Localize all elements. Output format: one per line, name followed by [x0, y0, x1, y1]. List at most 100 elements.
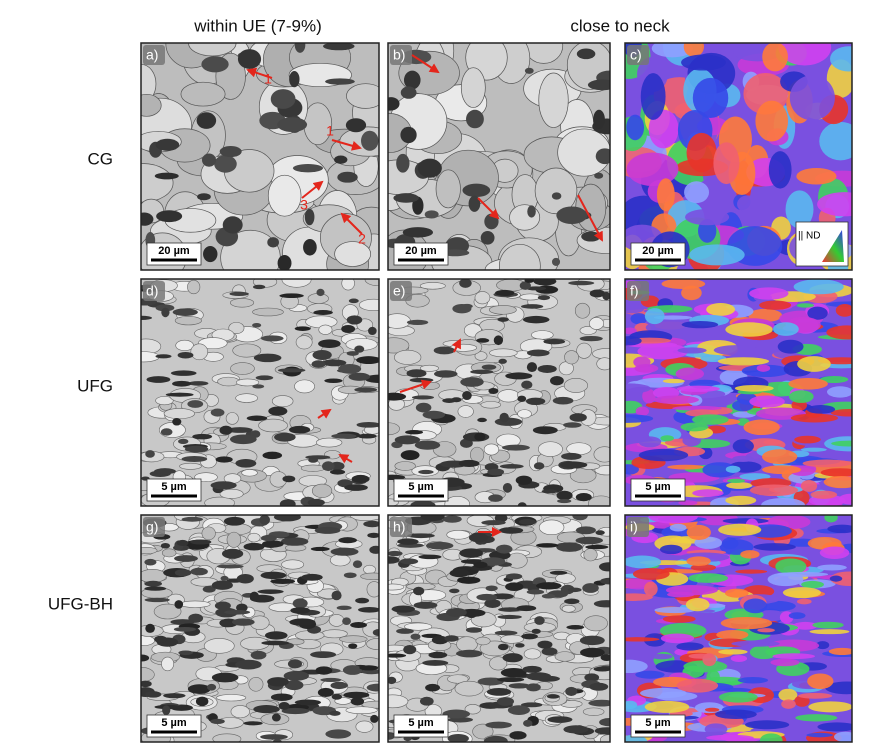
orientation-grain — [653, 395, 699, 405]
dark-phase — [216, 564, 244, 569]
dark-phase — [359, 665, 379, 671]
dark-phase — [589, 682, 609, 691]
orientation-grain — [817, 722, 852, 732]
dark-phase — [160, 428, 173, 436]
dark-phase — [235, 659, 262, 670]
grain — [456, 636, 478, 653]
panel-letter: f) — [630, 283, 639, 299]
orientation-grain — [762, 449, 798, 465]
dark-phase — [267, 237, 279, 248]
grain — [179, 462, 202, 470]
dark-phase — [330, 547, 359, 556]
dark-phase — [587, 79, 610, 91]
dark-phase — [509, 731, 527, 740]
orientation-grain — [802, 459, 852, 468]
orientation-grain — [725, 465, 741, 473]
dark-phase — [480, 231, 495, 245]
grain — [141, 351, 160, 363]
dark-phase — [582, 583, 599, 593]
orientation-grain — [651, 43, 694, 58]
orientation-grain — [722, 518, 769, 524]
orientation-grain — [669, 523, 687, 532]
dark-phase — [522, 315, 550, 324]
dark-phase — [270, 693, 293, 701]
orientation-grain — [808, 701, 852, 713]
dark-phase — [325, 729, 352, 739]
dark-phase — [262, 540, 284, 548]
orientation-grain — [686, 556, 711, 566]
dark-phase — [336, 605, 352, 611]
orientation-grain — [688, 573, 728, 583]
dark-phase — [391, 605, 415, 613]
orientation-grain — [762, 465, 802, 475]
grain — [358, 298, 379, 311]
dark-phase — [420, 515, 445, 522]
orientation-grain — [830, 46, 852, 72]
grain — [497, 389, 520, 403]
dark-phase — [551, 192, 562, 200]
dark-phase — [315, 666, 333, 675]
orientation-grain — [829, 575, 843, 582]
grain — [230, 705, 250, 719]
dark-phase — [210, 408, 225, 417]
grain — [141, 635, 155, 646]
grain — [554, 651, 575, 662]
grain — [474, 351, 488, 361]
dark-phase — [476, 593, 498, 601]
orientation-grain — [692, 414, 729, 425]
dark-phase — [229, 434, 257, 445]
orientation-grain — [681, 54, 726, 71]
dark-phase — [141, 654, 150, 662]
dark-phase — [271, 713, 281, 722]
grain — [300, 464, 326, 472]
dark-phase — [260, 571, 287, 580]
orientation-grain — [713, 345, 760, 356]
dark-phase — [405, 429, 424, 435]
grain — [141, 93, 162, 117]
grain — [523, 648, 542, 660]
grain — [470, 446, 485, 463]
dark-phase — [155, 138, 180, 151]
grain — [388, 694, 409, 709]
dark-phase — [221, 548, 244, 559]
orientation-grain — [770, 658, 800, 667]
dark-phase — [313, 309, 333, 316]
dark-phase — [195, 696, 209, 707]
dark-phase — [552, 396, 574, 405]
dark-phase — [600, 654, 610, 661]
dark-phase — [162, 705, 171, 716]
panel-letter: b) — [393, 47, 405, 63]
dark-phase — [252, 384, 265, 389]
dark-phase — [330, 681, 348, 690]
grain — [241, 469, 258, 477]
orientation-grain — [706, 302, 736, 316]
dark-phase — [488, 388, 499, 394]
micrograph — [388, 515, 610, 742]
grain — [394, 349, 422, 365]
orientation-grain — [662, 378, 685, 384]
dark-phase — [207, 683, 217, 691]
dark-phase — [520, 702, 543, 708]
dark-phase — [351, 474, 370, 483]
annotation-arrow — [246, 67, 273, 79]
dark-phase — [457, 576, 481, 584]
dark-phase — [568, 280, 595, 286]
orientation-grain — [732, 400, 754, 412]
grain — [366, 581, 379, 598]
dark-phase — [433, 346, 455, 355]
dark-phase — [278, 701, 290, 710]
dark-phase — [305, 455, 331, 460]
grain — [419, 282, 446, 290]
dark-phase — [414, 440, 441, 450]
grain — [153, 603, 182, 620]
grain — [472, 723, 494, 740]
scale-bar-label: 20 µm — [642, 245, 674, 257]
orientation-grain — [819, 375, 849, 383]
dark-phase — [564, 598, 580, 605]
orientation-grain — [792, 621, 818, 630]
orientation-grain — [680, 422, 709, 432]
dark-phase — [369, 545, 379, 554]
grain — [394, 461, 416, 471]
dark-phase — [410, 633, 421, 640]
orientation-grain — [626, 152, 679, 187]
